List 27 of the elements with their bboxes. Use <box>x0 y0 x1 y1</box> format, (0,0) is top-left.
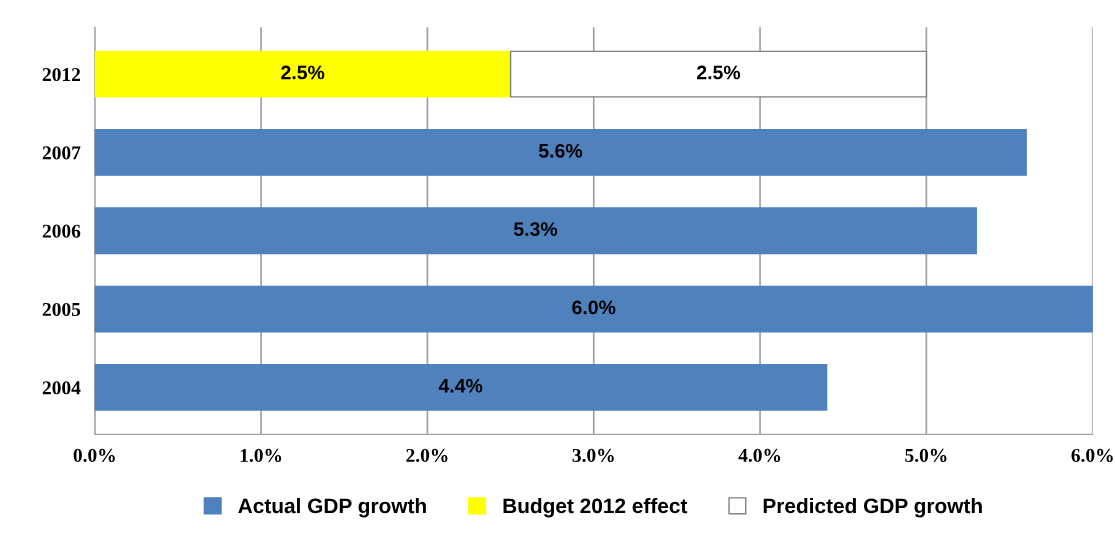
bar <box>94 207 977 255</box>
x-tick-label: 6.0% <box>1071 448 1113 463</box>
y-tick-label: 2012 <box>42 67 81 82</box>
data-label: 5.3% <box>513 222 558 237</box>
data-label: 2.5% <box>281 65 325 80</box>
x-tick-label: 4.0% <box>738 448 781 463</box>
legend-label: Budget 2012 effect <box>503 497 688 518</box>
legend-label: Predicted GDP growth <box>763 497 982 518</box>
bar <box>94 129 1027 176</box>
y-tick-label: 2004 <box>42 381 81 395</box>
data-label: 5.6% <box>538 143 583 158</box>
y-tick-label: 2005 <box>42 302 81 317</box>
y-tick-label: 2006 <box>42 224 81 238</box>
bar <box>94 285 1093 333</box>
bar <box>94 364 828 411</box>
legend-label: Actual GDP growth <box>238 497 426 518</box>
x-tick-label: 5.0% <box>905 448 947 463</box>
bar <box>94 50 512 98</box>
bar <box>509 50 928 98</box>
data-label: 6.0% <box>572 300 616 315</box>
x-tick-label: 2.0% <box>406 448 448 463</box>
x-tick-label: 3.0% <box>572 448 614 463</box>
y-tick-label: 2007 <box>42 146 81 160</box>
x-tick-label: 1.0% <box>240 448 282 463</box>
x-tick-label: 0.0% <box>73 448 115 463</box>
data-label: 4.4% <box>438 378 483 393</box>
data-label: 2.5% <box>696 65 741 80</box>
